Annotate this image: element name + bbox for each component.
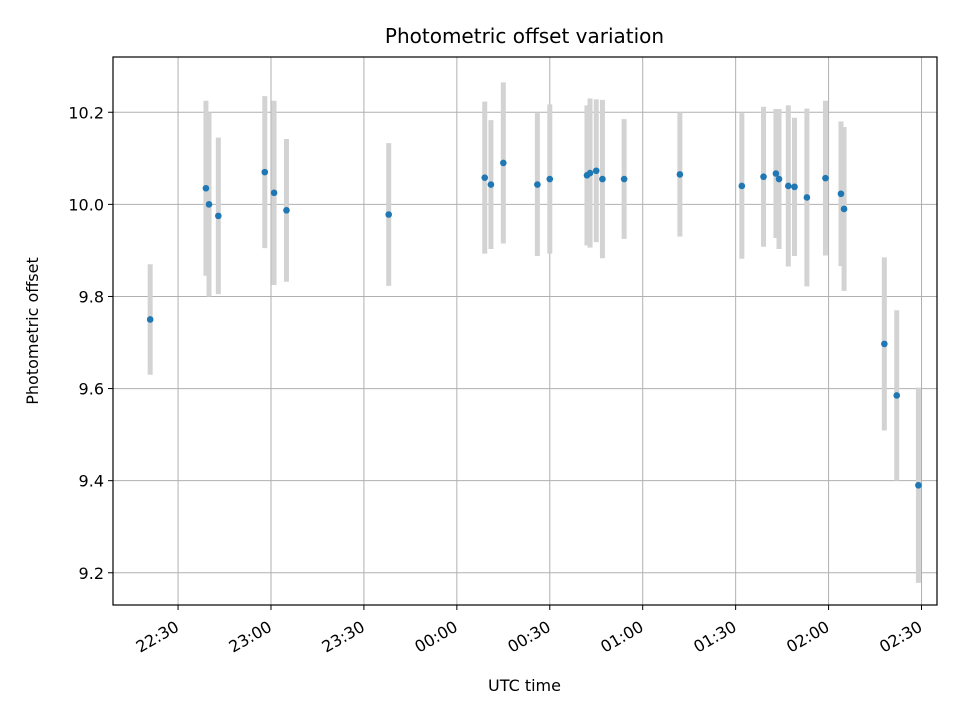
data-point [205,201,213,208]
data-point [586,169,594,177]
y-axis-ticks: 9.2 9.4 9.6 9.8 10.0 10.2 [68,103,113,583]
data-point [803,194,811,201]
data-point [202,184,210,192]
data-point [915,481,922,489]
data-point [146,316,154,323]
y-tick-label: 9.4 [79,472,104,491]
data-point [620,175,628,183]
y-tick-label: 9.8 [79,287,104,306]
data-point [760,173,767,181]
data-point [772,170,780,177]
data-point [775,175,783,183]
data-point [385,211,392,218]
data-point [840,205,848,213]
data-point [676,171,684,178]
data-point [534,181,541,188]
data-point [546,175,554,183]
data-point [283,207,290,214]
data-point [599,175,606,183]
data-point [881,340,888,348]
data-point [738,182,746,190]
plot-frame [112,56,938,606]
data-point [487,181,495,188]
y-tick-label: 10.2 [68,103,104,122]
y-tick-label: 10.0 [68,195,104,214]
data-point [481,174,489,181]
x-axis-label: UTC time [488,676,561,695]
grid [113,57,937,605]
y-axis-label: Photometric offset [23,257,42,405]
data-point [893,392,901,399]
data-point [791,183,798,191]
y-tick-label: 9.6 [79,380,104,399]
y-tick-label: 9.2 [79,564,104,583]
data-point [270,189,278,197]
chart-title: Photometric offset variation [385,24,664,48]
data-point [822,174,829,182]
data-point [837,190,845,198]
data-point [215,212,222,220]
data-points [146,159,922,489]
data-point [261,168,269,176]
data-point [785,182,792,190]
data-point [592,167,600,175]
data-point [500,159,507,167]
